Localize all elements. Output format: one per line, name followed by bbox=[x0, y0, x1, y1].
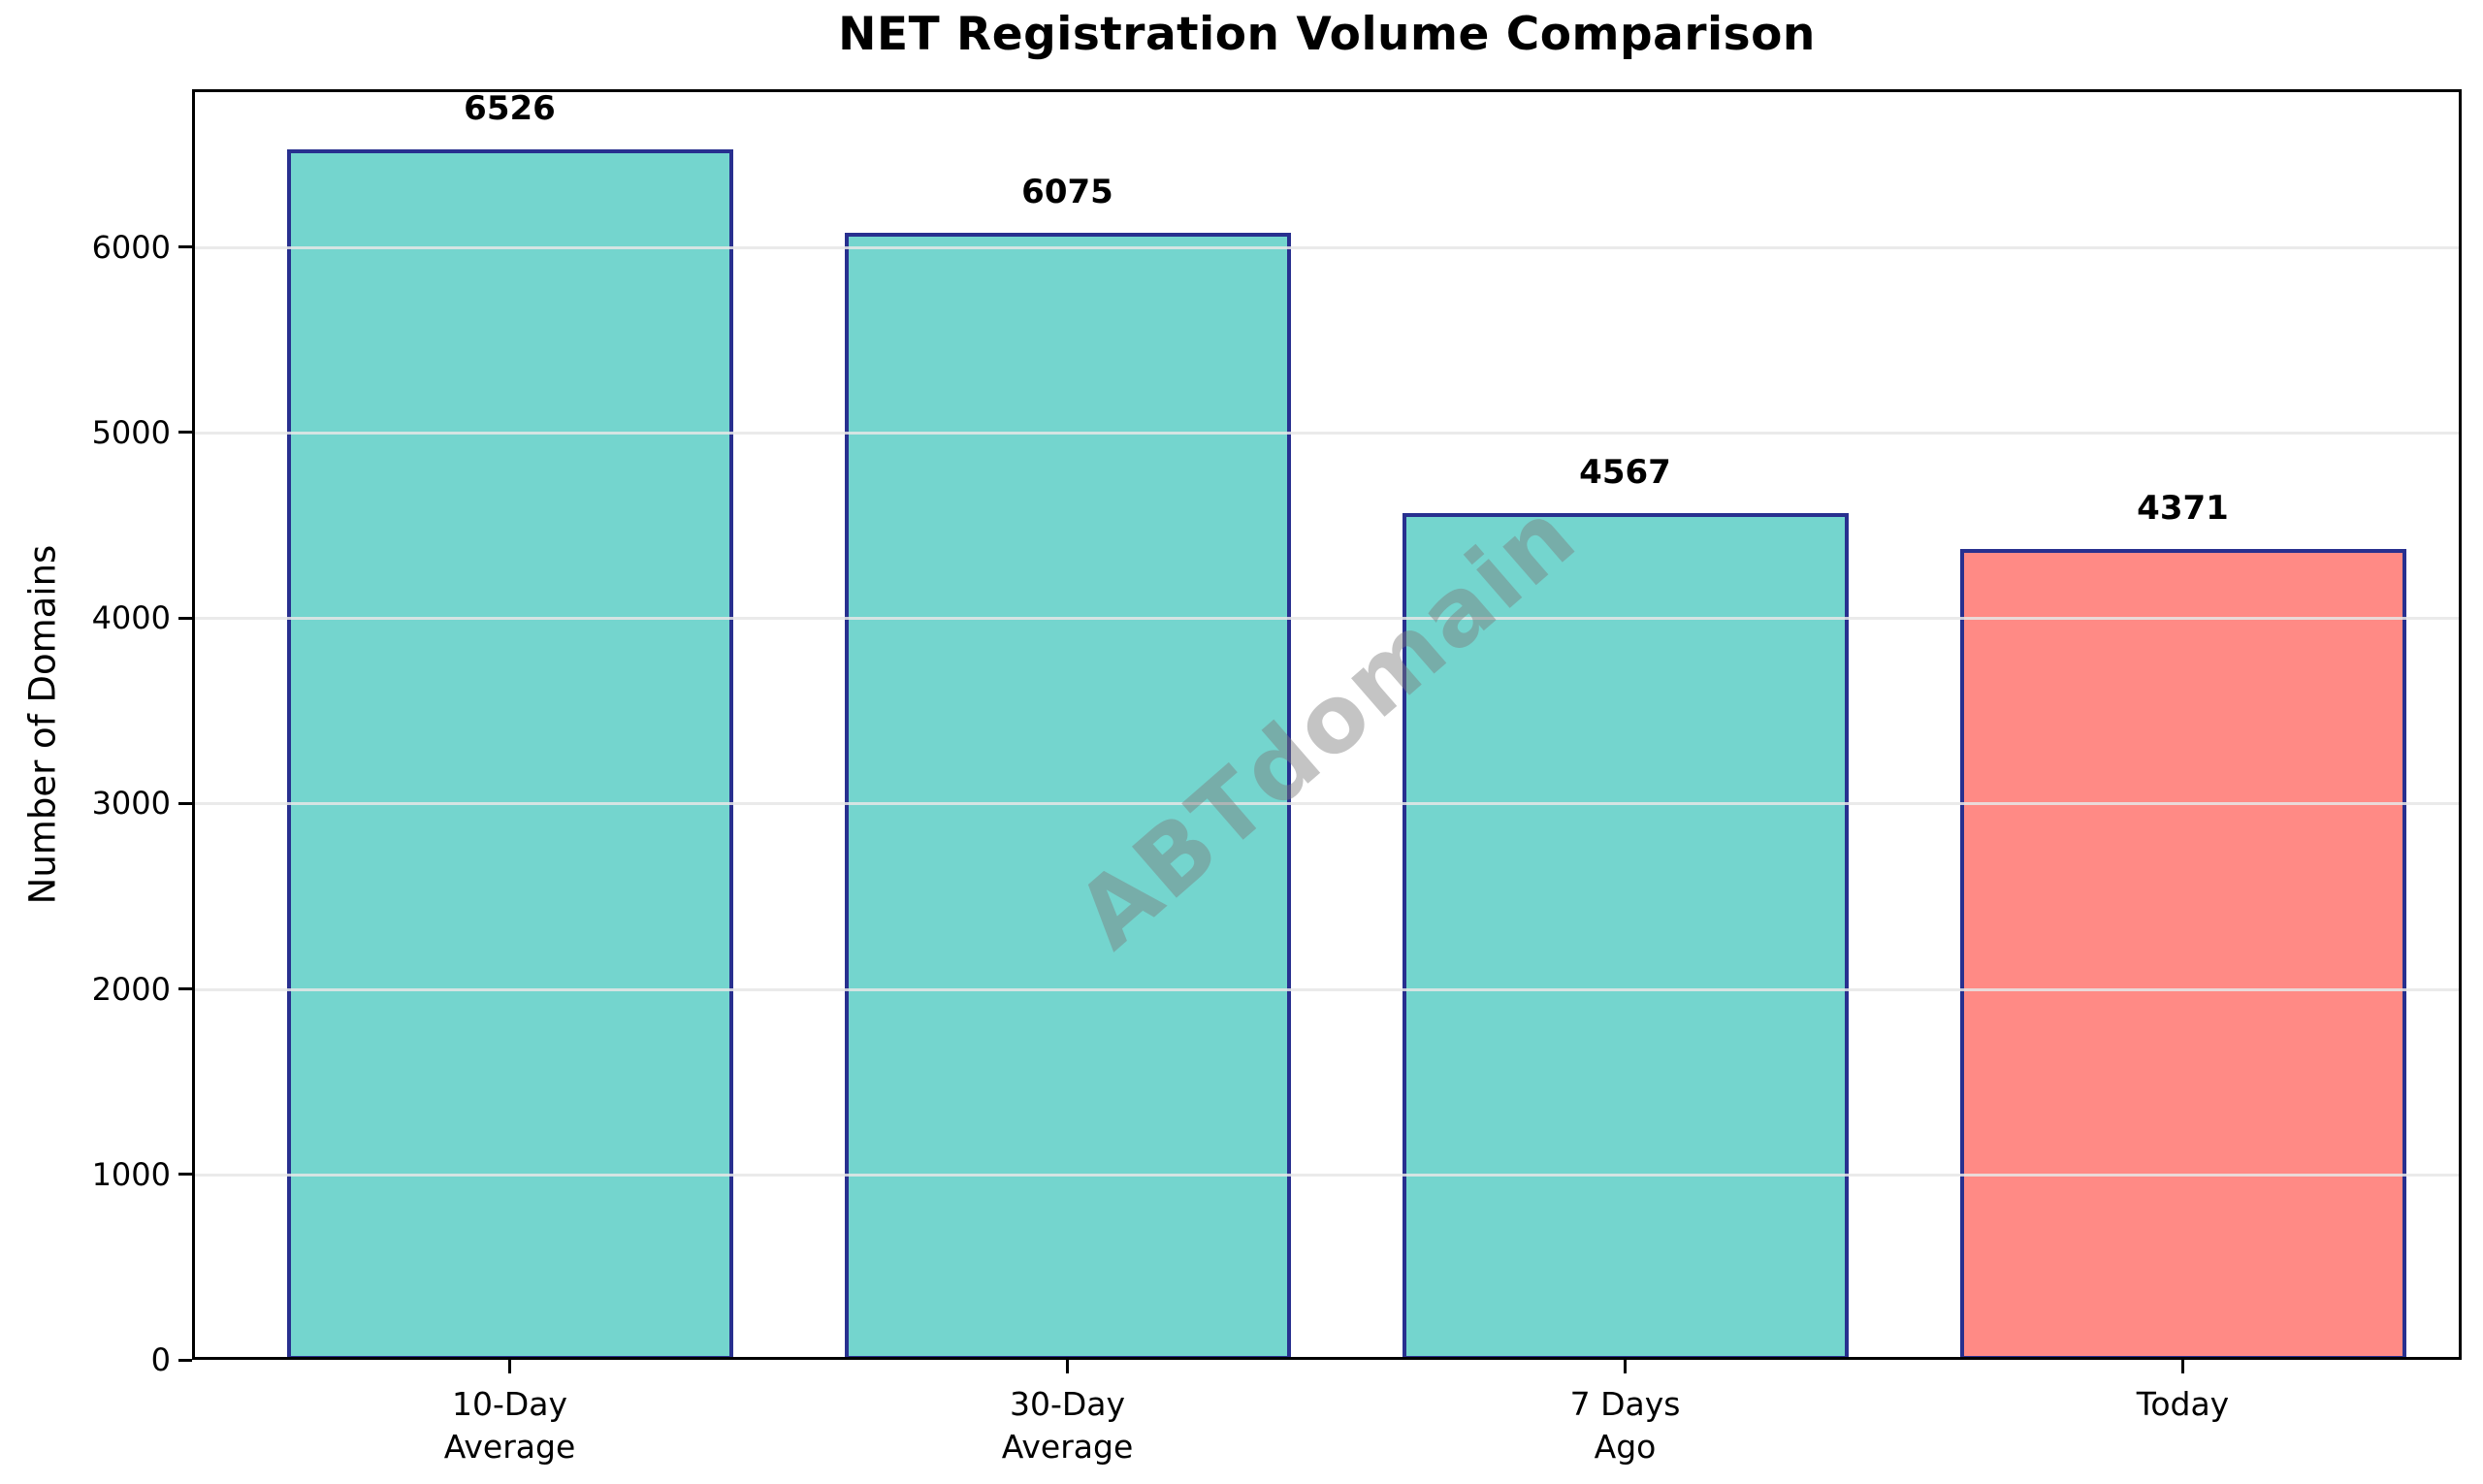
y-tick-label: 4000 bbox=[91, 599, 171, 637]
bar-value-label: 6075 bbox=[1021, 173, 1113, 212]
x-tick-label-line: Average bbox=[443, 1428, 576, 1466]
y-tick-label: 2000 bbox=[91, 970, 171, 1008]
x-tick-label-line: Ago bbox=[1594, 1428, 1657, 1466]
y-tick-mark bbox=[178, 987, 192, 991]
x-tick-label-line: 10-Day bbox=[451, 1385, 568, 1423]
x-tick-mark bbox=[508, 1360, 511, 1373]
plot-area: ABTdomain 6526 6075 4567 4371 bbox=[192, 89, 2462, 1360]
x-tick-mark bbox=[2181, 1360, 2184, 1373]
x-tick-mark bbox=[1066, 1360, 1069, 1373]
x-tick-label-line: Today bbox=[2136, 1385, 2230, 1423]
bar bbox=[1402, 512, 1849, 1360]
gridline bbox=[192, 245, 2462, 249]
bar-value-label: 6526 bbox=[464, 88, 556, 128]
y-tick-label: 0 bbox=[150, 1341, 171, 1378]
bar-value-label: 4567 bbox=[1579, 452, 1671, 492]
y-tick-mark bbox=[178, 1173, 192, 1177]
gridline bbox=[192, 617, 2462, 621]
x-tick-label-line: 30-Day bbox=[1009, 1385, 1126, 1423]
bar-value-label: 4371 bbox=[2137, 489, 2229, 529]
x-tick-label: 7 Days Ago bbox=[1422, 1383, 1829, 1468]
gridline bbox=[192, 431, 2462, 435]
chart-title: NET Registration Volume Comparison bbox=[838, 8, 1816, 61]
y-tick-label: 1000 bbox=[91, 1155, 171, 1193]
y-tick-mark bbox=[178, 1358, 192, 1362]
y-tick-mark bbox=[178, 245, 192, 249]
y-tick-mark bbox=[178, 431, 192, 435]
x-tick-label: 10-Day Average bbox=[306, 1383, 714, 1468]
gridline bbox=[192, 1173, 2462, 1177]
x-tick-label: 30-Day Average bbox=[864, 1383, 1272, 1468]
y-tick-label: 5000 bbox=[91, 413, 171, 451]
y-tick-label: 3000 bbox=[91, 785, 171, 823]
x-tick-mark bbox=[1624, 1360, 1627, 1373]
bar bbox=[844, 233, 1291, 1360]
y-tick-mark bbox=[178, 616, 192, 620]
x-tick-label-line: Average bbox=[1001, 1428, 1134, 1466]
y-tick-label: 6000 bbox=[91, 228, 171, 266]
gridline bbox=[192, 987, 2462, 991]
y-tick-mark bbox=[178, 801, 192, 805]
bar bbox=[286, 148, 733, 1360]
x-tick-label-line: 7 Days bbox=[1569, 1385, 1681, 1423]
gridline bbox=[192, 802, 2462, 806]
bar bbox=[1959, 549, 2406, 1360]
x-tick-label: Today bbox=[1980, 1383, 2387, 1426]
